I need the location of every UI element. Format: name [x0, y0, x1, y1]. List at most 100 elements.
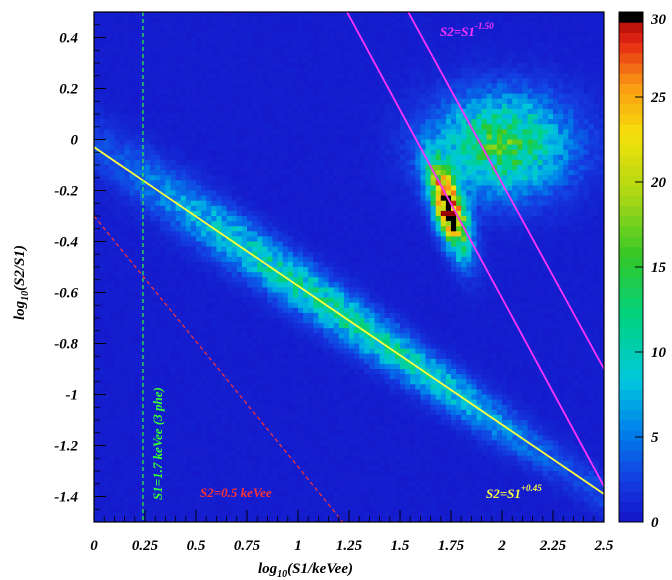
heatmap-cell	[333, 205, 340, 212]
heatmap-cell	[226, 409, 233, 416]
heatmap-cell	[252, 12, 258, 18]
heatmap-cell	[343, 292, 350, 298]
heatmap-cell	[109, 307, 115, 314]
heatmap-cell	[318, 195, 324, 202]
heatmap-cell	[175, 114, 182, 120]
heatmap-cell	[180, 333, 187, 339]
heatmap-cell	[124, 297, 131, 304]
heatmap-cell	[236, 241, 243, 247]
heatmap-cell	[333, 195, 340, 202]
heatmap-cell	[119, 369, 125, 375]
heatmap-cell	[201, 185, 207, 191]
heatmap-cell	[241, 394, 248, 400]
heatmap-cell	[150, 420, 156, 426]
heatmap-cell	[104, 506, 110, 513]
heatmap-cell	[160, 369, 166, 375]
heatmap-cell	[338, 256, 345, 263]
heatmap-cell	[308, 389, 314, 395]
heatmap-cell	[145, 369, 151, 375]
heatmap-cell	[287, 267, 294, 273]
heatmap-cell	[257, 338, 263, 344]
heatmap-cell	[201, 425, 207, 431]
heatmap-cell	[211, 394, 217, 400]
heatmap-cell	[190, 205, 197, 212]
heatmap-cell	[287, 374, 294, 380]
heatmap-cell	[170, 496, 176, 502]
heatmap-cell	[180, 241, 187, 247]
heatmap-cell	[99, 83, 105, 89]
heatmap-cell	[165, 175, 171, 181]
heatmap-cell	[241, 139, 248, 145]
heatmap-cell	[175, 221, 182, 227]
heatmap-cell	[247, 134, 253, 140]
heatmap-cell	[124, 328, 131, 334]
heatmap-cell	[277, 297, 284, 304]
heatmap-cell	[99, 144, 105, 151]
heatmap-cell	[231, 144, 238, 151]
heatmap-cell	[252, 501, 258, 508]
heatmap-cell	[262, 180, 268, 186]
heatmap-cell	[262, 358, 268, 365]
heatmap-cell	[134, 124, 141, 130]
heatmap-cell	[308, 47, 314, 54]
heatmap-cell	[206, 450, 212, 457]
heatmap-cell	[94, 267, 100, 273]
heatmap-cell	[323, 134, 329, 140]
heatmap-cell	[160, 134, 166, 140]
heatmap-cell	[272, 124, 278, 130]
heatmap-cell	[155, 312, 161, 319]
heatmap-cell	[114, 491, 120, 497]
heatmap-cell	[150, 481, 156, 487]
heatmap-cell	[170, 134, 176, 140]
heatmap-cell	[109, 47, 115, 54]
heatmap-cell	[277, 450, 284, 457]
heatmap-cell	[343, 78, 350, 84]
heatmap-cell	[323, 491, 329, 497]
heatmap-cell	[247, 22, 253, 28]
heatmap-cell	[109, 78, 115, 84]
heatmap-cell	[145, 63, 151, 69]
heatmap-cell	[247, 471, 253, 477]
heatmap-cell	[287, 12, 294, 18]
heatmap-cell	[160, 63, 166, 69]
heatmap-cell	[247, 78, 253, 84]
heatmap-cell	[236, 93, 243, 100]
heatmap-cell	[150, 384, 156, 390]
heatmap-cell	[206, 302, 212, 309]
heatmap-cell	[287, 27, 294, 33]
heatmap-cell	[185, 343, 192, 349]
heatmap-cell	[257, 22, 263, 28]
heatmap-cell	[287, 200, 294, 207]
heatmap-cell	[262, 389, 268, 395]
heatmap-cell	[206, 226, 212, 232]
heatmap-cell	[257, 292, 263, 298]
heatmap-cell	[323, 231, 329, 237]
heatmap-cell	[185, 363, 192, 370]
heatmap-cell	[338, 195, 345, 202]
heatmap-cell	[343, 501, 350, 508]
heatmap-cell	[114, 108, 120, 115]
heatmap-cell	[308, 251, 314, 258]
heatmap-cell	[313, 353, 319, 360]
heatmap-cell	[343, 328, 350, 334]
heatmap-cell	[267, 236, 273, 242]
heatmap-cell	[201, 88, 207, 94]
heatmap-cell	[221, 501, 227, 508]
heatmap-cell	[221, 17, 227, 23]
heatmap-cell	[114, 165, 120, 171]
heatmap-cell	[241, 399, 248, 406]
heatmap-cell	[165, 445, 171, 451]
heatmap-cell	[196, 358, 202, 365]
heatmap-cell	[252, 369, 258, 375]
heatmap-cell	[211, 404, 217, 411]
heatmap-cell	[236, 103, 243, 110]
heatmap-cell	[129, 226, 136, 232]
heatmap-cell	[216, 170, 222, 176]
heatmap-cell	[308, 210, 314, 217]
heatmap-cell	[298, 47, 304, 54]
heatmap-cell	[252, 307, 258, 314]
heatmap-cell	[323, 261, 329, 268]
heatmap-cell	[216, 516, 222, 522]
heatmap-cell	[328, 302, 335, 309]
heatmap-cell	[303, 165, 309, 171]
